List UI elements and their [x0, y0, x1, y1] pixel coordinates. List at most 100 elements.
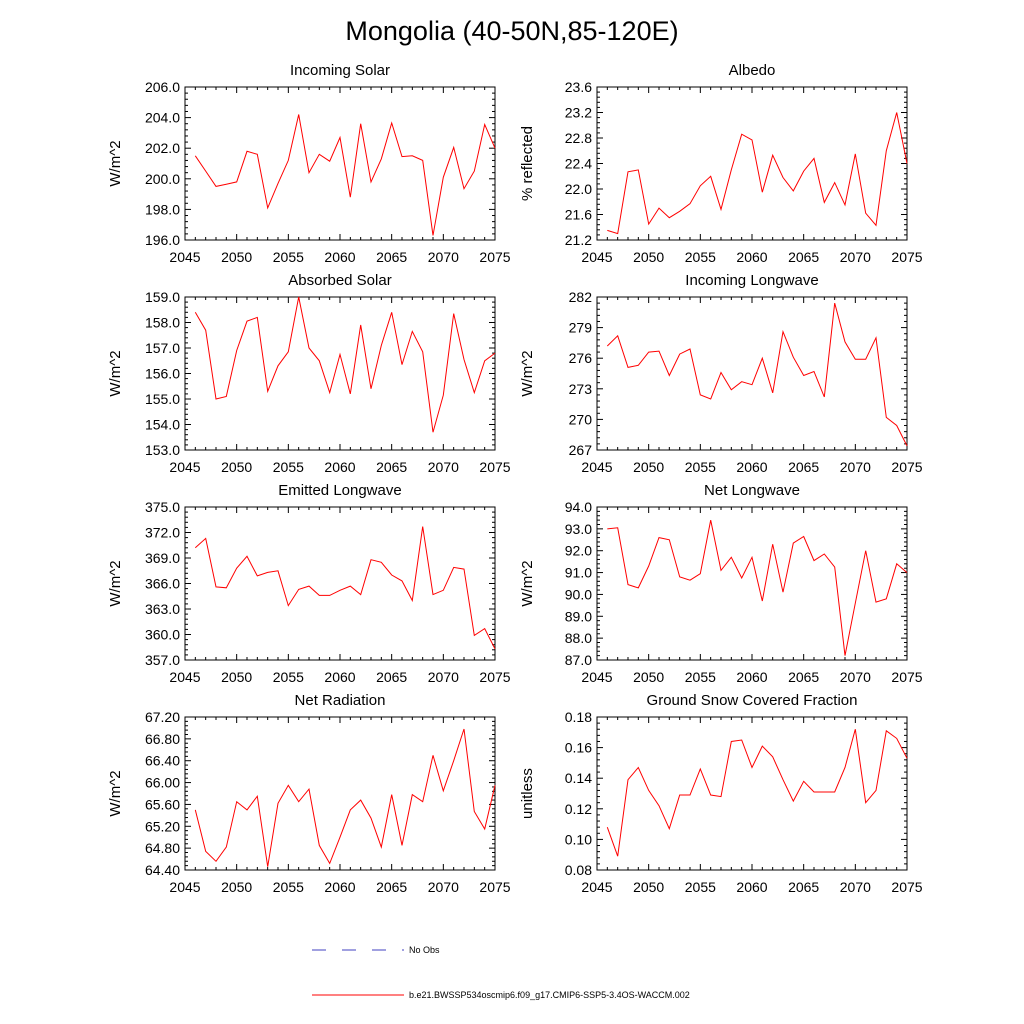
data-point — [782, 331, 783, 332]
data-point — [329, 392, 330, 393]
data-point — [463, 359, 464, 360]
data-point — [772, 544, 773, 545]
data-point — [679, 354, 680, 355]
data-point — [906, 572, 907, 573]
data-point — [339, 137, 340, 138]
y-axis-label: W/m^2 — [519, 350, 536, 396]
data-point — [370, 559, 371, 560]
data-point — [803, 536, 804, 537]
data-point — [617, 335, 618, 336]
y-tick-label: 276 — [569, 350, 593, 366]
data-point — [257, 575, 258, 576]
panel-title: Net Longwave — [704, 482, 800, 499]
x-tick-label: 2055 — [685, 669, 716, 685]
data-point — [360, 123, 361, 124]
data-point — [370, 388, 371, 389]
data-point — [350, 197, 351, 198]
data-point — [824, 791, 825, 792]
x-tick-label: 2045 — [581, 879, 612, 895]
data-point — [236, 568, 237, 569]
data-point — [226, 396, 227, 397]
data-point — [844, 341, 845, 342]
data-point — [412, 794, 413, 795]
data-point — [710, 398, 711, 399]
data-point — [215, 186, 216, 187]
y-tick-label: 155.0 — [145, 391, 180, 407]
x-tick-label: 2060 — [736, 459, 767, 475]
y-tick-label: 64.80 — [145, 840, 180, 856]
data-point — [257, 154, 258, 155]
data-point — [751, 139, 752, 140]
data-point — [793, 801, 794, 802]
data-point — [855, 603, 856, 604]
data-point — [710, 520, 711, 521]
x-tick-label: 2050 — [633, 879, 664, 895]
x-tick-label: 2060 — [324, 459, 355, 475]
data-point — [607, 345, 608, 346]
x-tick-label: 2045 — [581, 249, 612, 265]
data-point — [319, 595, 320, 596]
x-tick-label: 2065 — [788, 249, 819, 265]
data-point — [474, 392, 475, 393]
panel-0: Incoming Solar 2045 2050 2055 2060 2065 2070 20… — [107, 62, 511, 265]
data-point — [638, 587, 639, 588]
data-point — [494, 353, 495, 354]
x-tick-label: 2045 — [169, 669, 200, 685]
y-tick-label: 64.40 — [145, 862, 180, 878]
data-point — [432, 432, 433, 433]
data-point — [648, 790, 649, 791]
data-point — [886, 598, 887, 599]
data-point — [236, 801, 237, 802]
data-point — [246, 151, 247, 152]
panel-title: Incoming Longwave — [685, 272, 818, 289]
figure-title: Mongolia (40-50N,85-120E) — [345, 16, 678, 46]
data-point — [401, 364, 402, 365]
y-tick-label: 156.0 — [145, 366, 180, 382]
data-point — [494, 148, 495, 149]
data-point — [277, 570, 278, 571]
y-tick-label: 22.4 — [565, 156, 592, 172]
x-tick-label: 2055 — [273, 459, 304, 475]
x-tick-label: 2075 — [891, 669, 922, 685]
y-tick-label: 67.20 — [145, 709, 180, 725]
data-point — [896, 112, 897, 113]
y-tick-label: 198.0 — [145, 201, 180, 217]
y-axis-label: W/m^2 — [519, 560, 536, 606]
data-point — [277, 365, 278, 366]
data-point — [762, 600, 763, 601]
data-point — [422, 801, 423, 802]
y-tick-label: 94.0 — [565, 499, 592, 515]
data-point — [627, 367, 628, 368]
data-point — [741, 739, 742, 740]
data-point — [793, 357, 794, 358]
x-tick-label: 2055 — [273, 879, 304, 895]
x-tick-label: 2050 — [221, 879, 252, 895]
data-point — [350, 393, 351, 394]
y-tick-label: 66.40 — [145, 753, 180, 769]
y-tick-label: 22.8 — [565, 130, 592, 146]
panel-3: Incoming Longwave 2045 2050 2055 2060 2065 207… — [519, 272, 923, 475]
series-line — [607, 519, 908, 656]
data-point — [689, 203, 690, 204]
data-point — [350, 585, 351, 586]
data-point — [267, 866, 268, 867]
data-point — [329, 161, 330, 162]
data-point — [855, 153, 856, 154]
data-point — [689, 348, 690, 349]
data-point — [453, 313, 454, 314]
legend: No Obs b.e21.BWSSP534oscmip6.f09_g17.CMI… — [312, 945, 690, 1000]
data-point — [319, 360, 320, 361]
panel-title: Net Radiation — [295, 692, 386, 709]
y-tick-label: 89.0 — [565, 608, 592, 624]
panel-4: Emitted Longwave 2045 2050 2055 2060 2065 2070… — [107, 482, 511, 685]
data-point — [453, 567, 454, 568]
data-point — [648, 565, 649, 566]
data-point — [607, 827, 608, 828]
y-tick-label: 369.0 — [145, 550, 180, 566]
data-point — [422, 160, 423, 161]
data-point — [855, 359, 856, 360]
data-point — [782, 177, 783, 178]
data-point — [782, 779, 783, 780]
data-point — [751, 557, 752, 558]
y-tick-label: 0.16 — [565, 740, 592, 756]
